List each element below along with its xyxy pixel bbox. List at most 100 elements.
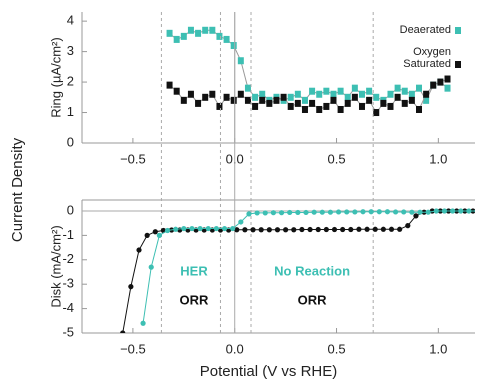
marker	[164, 227, 171, 234]
marker	[156, 232, 162, 238]
marker	[221, 225, 228, 232]
marker	[152, 229, 158, 235]
marker	[295, 209, 301, 216]
marker	[384, 209, 391, 215]
marker	[246, 211, 252, 217]
marker	[195, 29, 202, 37]
marker	[287, 209, 293, 216]
marker	[180, 32, 187, 40]
marker	[252, 93, 259, 101]
marker	[316, 90, 323, 98]
marker	[209, 90, 216, 98]
marker	[166, 29, 173, 37]
x-tick-label: 1.0	[429, 341, 447, 356]
marker	[307, 226, 313, 233]
marker	[323, 226, 329, 233]
legend-swatch	[455, 61, 461, 68]
marker	[234, 227, 240, 233]
y-tick-label: 3	[67, 43, 74, 58]
marker	[180, 96, 187, 104]
marker	[323, 102, 330, 110]
marker	[417, 209, 423, 215]
marker	[425, 209, 431, 215]
y-label: Disk (mA/cm²)	[48, 225, 63, 307]
x-label: Potential (V vs RHE)	[200, 363, 338, 380]
y-tick-label: -5	[62, 324, 74, 339]
marker	[195, 99, 202, 107]
marker	[136, 247, 142, 253]
x-tick-label: −0.5	[120, 151, 146, 166]
marker	[441, 208, 448, 214]
marker	[287, 102, 294, 110]
annotation: HER	[180, 263, 208, 278]
marker	[291, 227, 297, 233]
marker	[187, 26, 194, 34]
x-tick-label: −0.5	[120, 341, 146, 356]
marker	[128, 284, 134, 290]
marker	[283, 227, 289, 233]
marker	[344, 93, 351, 101]
marker	[372, 226, 378, 232]
marker	[450, 208, 456, 214]
marker	[258, 227, 264, 233]
x-tick-label: 1.0	[429, 151, 447, 166]
marker	[197, 225, 203, 232]
y-tick-label: 2	[67, 74, 74, 89]
marker	[299, 226, 305, 233]
marker	[270, 210, 277, 216]
marker	[360, 209, 366, 215]
marker	[223, 35, 230, 43]
marker	[238, 219, 244, 225]
marker	[254, 210, 260, 216]
x-tick-label: 0.5	[327, 151, 345, 166]
marker	[466, 208, 472, 214]
marker	[209, 26, 216, 34]
marker	[397, 226, 403, 232]
marker	[216, 102, 223, 110]
marker	[373, 109, 380, 117]
marker	[274, 227, 281, 233]
marker	[437, 78, 444, 86]
marker	[387, 102, 394, 110]
marker	[237, 57, 244, 65]
marker	[408, 90, 415, 98]
marker	[259, 96, 266, 104]
marker	[416, 105, 423, 113]
marker	[348, 226, 354, 233]
marker	[173, 87, 180, 95]
marker	[351, 93, 358, 101]
marker	[364, 226, 370, 232]
y-tick-label: 0	[67, 134, 74, 149]
marker	[388, 226, 395, 232]
marker	[392, 209, 399, 215]
marker	[373, 93, 380, 101]
marker	[273, 96, 280, 104]
marker	[344, 209, 350, 215]
marker	[330, 96, 337, 104]
marker	[444, 84, 451, 92]
marker	[287, 93, 294, 101]
marker	[294, 90, 301, 98]
marker	[242, 227, 248, 233]
y-tick-label: 0	[67, 202, 74, 217]
marker	[309, 99, 316, 107]
marker	[340, 226, 346, 233]
marker	[474, 209, 475, 213]
y-tick-label: -1	[62, 227, 74, 242]
marker	[280, 93, 287, 101]
marker	[352, 209, 358, 215]
marker	[401, 209, 407, 215]
x-tick-label: 0.0	[226, 341, 244, 356]
marker	[301, 105, 308, 113]
marker	[409, 209, 415, 215]
marker	[401, 99, 408, 107]
marker	[202, 26, 209, 34]
marker	[252, 102, 259, 110]
marker	[237, 90, 244, 98]
annotation: ORR	[298, 293, 328, 308]
legend-swatch	[455, 27, 461, 34]
y-label: Ring (µA/cm²)	[48, 37, 63, 117]
marker	[262, 210, 268, 216]
marker	[323, 87, 330, 95]
